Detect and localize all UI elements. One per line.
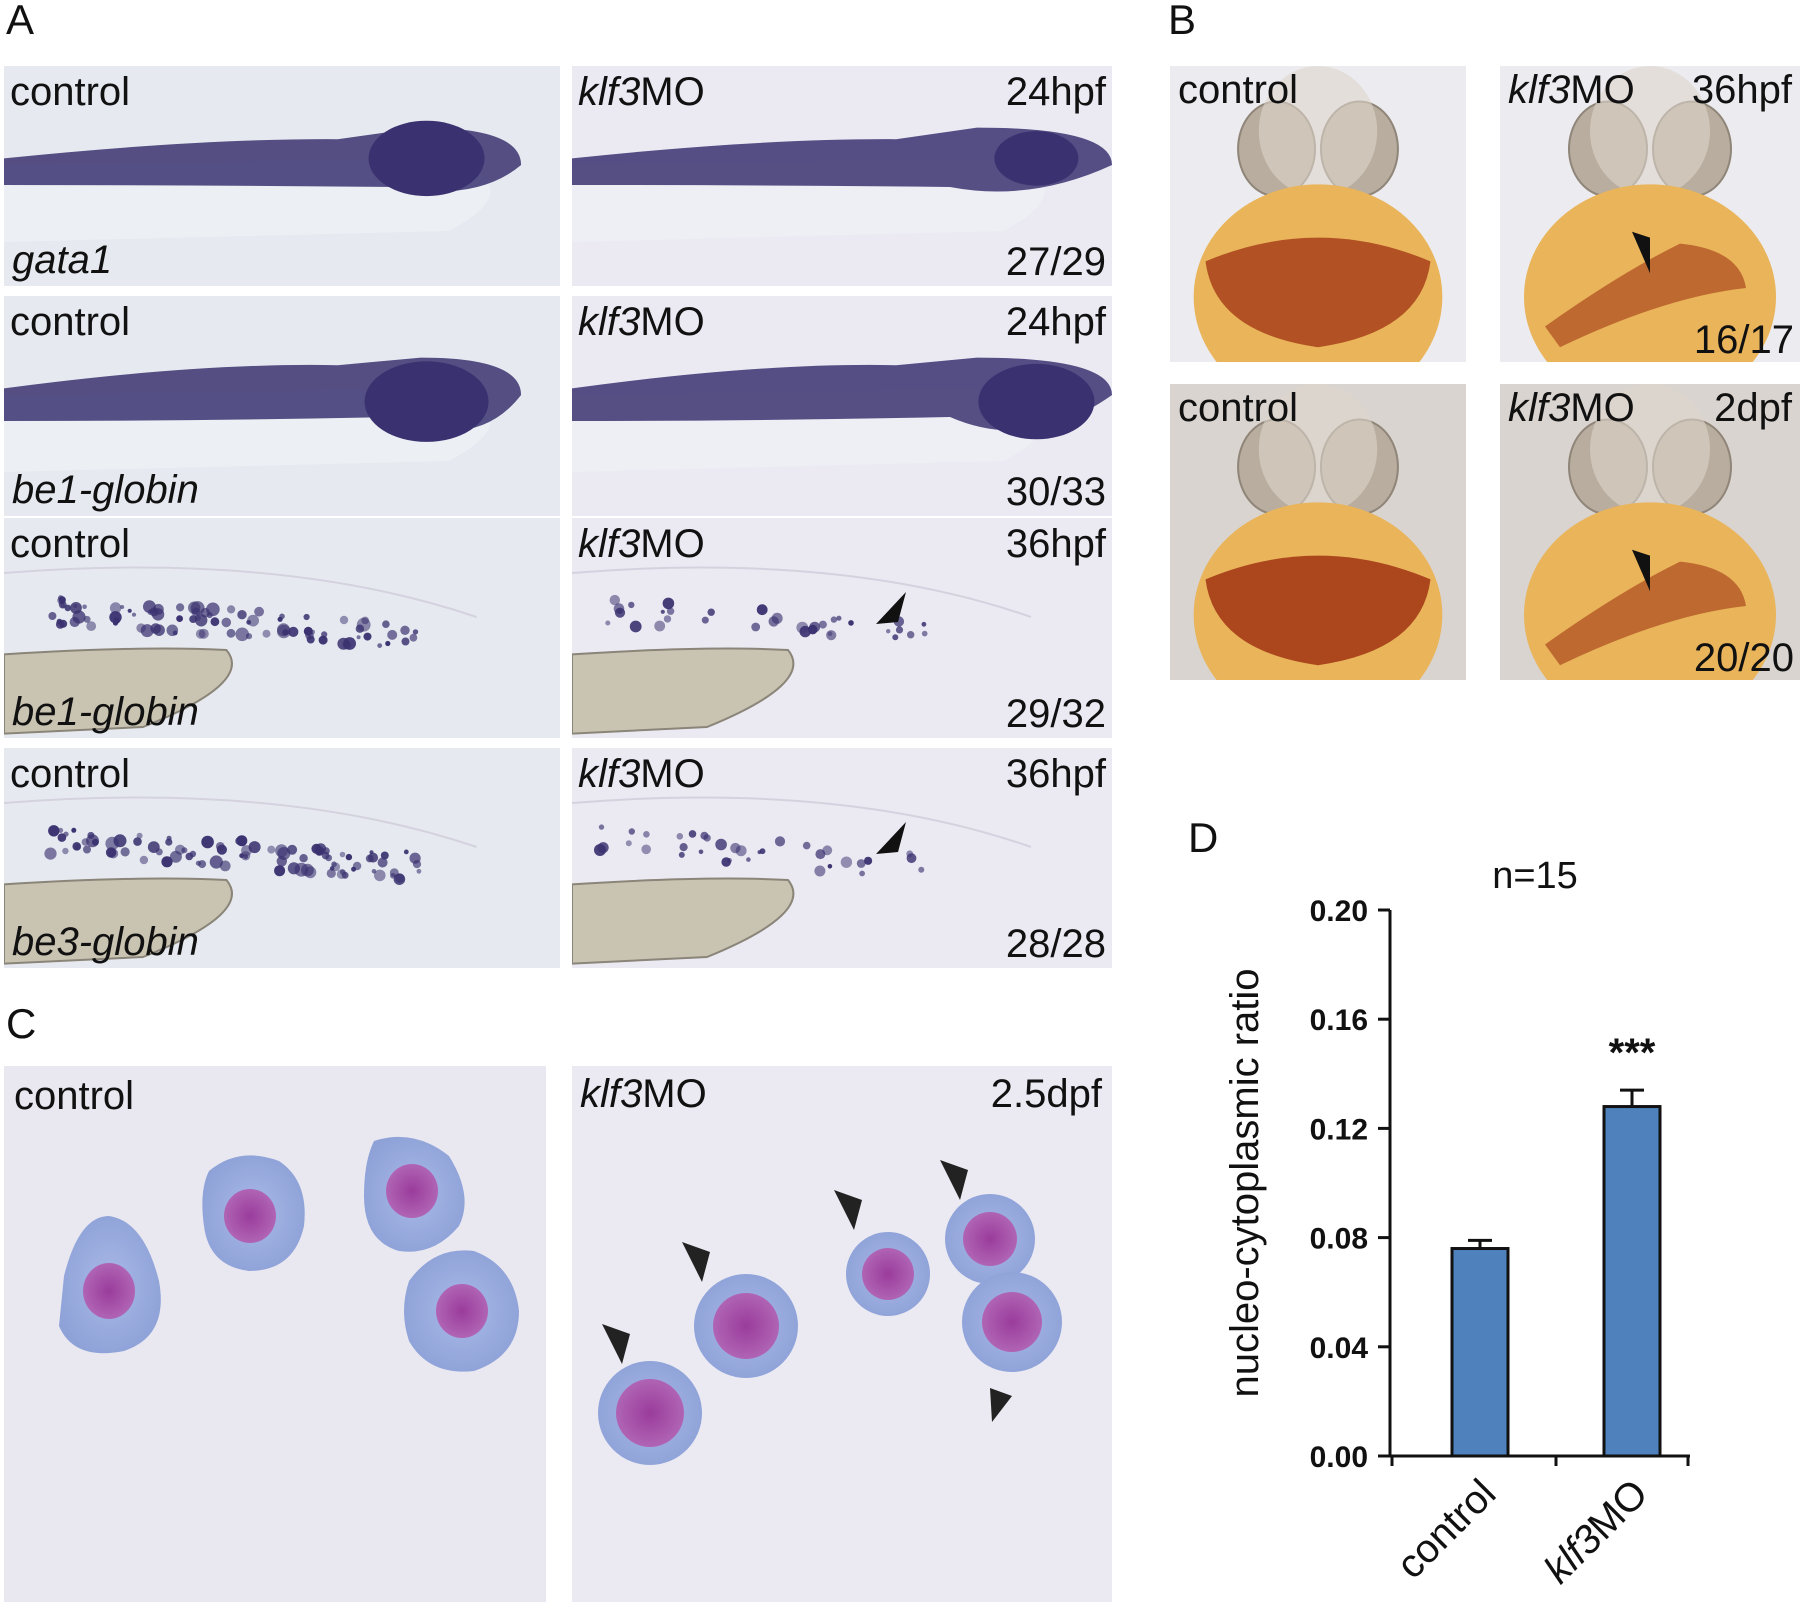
panel-a-row4-right-label: klf3MO [578, 754, 705, 794]
y-tick-label: 0.00 [1310, 1441, 1368, 1474]
panel-a-row4-left-label: control [10, 752, 131, 796]
panel-a-row2-gene-label: be1-globin [12, 468, 199, 512]
morpholino-suffix: MO [640, 752, 705, 796]
panel-label-c: C [6, 1000, 37, 1047]
panel-b-row1-stage: 36hpf [1691, 68, 1792, 112]
panel-b-row1-right-image: 36hpf 16/17 klf3MO [1500, 66, 1800, 362]
panel-b-row2-left-label: control [1178, 386, 1299, 430]
panel-c-gene-italic: klf3 [580, 1072, 643, 1116]
y-tick-label: 0.16 [1310, 1004, 1368, 1037]
klf3mo-cells-image [598, 1160, 1062, 1465]
panel-a-row1-right-image: klf3MO 24hpf 27/29 [572, 66, 1112, 286]
panel-a-row2-right-label: klf3MO [578, 302, 705, 342]
category-text: control [1388, 1471, 1504, 1587]
y-tick-label: 0.08 [1310, 1223, 1368, 1256]
panel-c-right-label: klf3MO [580, 1074, 707, 1114]
panel-a-row1-count: 27/29 [1005, 240, 1106, 284]
gene-name-italic: klf3 [578, 300, 641, 344]
panel-d-chart: n=15 nucleo-cytoplasmic ratio 0.00 0.04 0.08… [1180, 840, 1800, 1602]
x-tick-label-control: control [1388, 1471, 1504, 1587]
arrowhead-icon [876, 822, 906, 854]
panel-b-row2-count: 20/20 [1693, 636, 1794, 680]
panel-b-row1-left-image: control [1170, 66, 1466, 362]
gene-name-italic: klf3 [1508, 386, 1571, 430]
morpholino-suffix: MO [1570, 386, 1635, 430]
panel-a-row3-right-image: klf3MO 36hpf 29/32 [572, 518, 1112, 738]
panel-b-row2-right-image: 2dpf 20/20 klf3MO [1500, 384, 1800, 680]
panel-a-row4-count: 28/28 [1005, 922, 1106, 966]
y-tick-label: 0.20 [1310, 895, 1368, 928]
panel-c-gene-rest: MO [642, 1072, 707, 1116]
x-tick-label-klf3MO: klf3MO [1536, 1471, 1657, 1592]
panel-c-klf3mo-image: klf3MO 2.5dpf [572, 1066, 1112, 1602]
panel-b-row1-count: 16/17 [1693, 318, 1794, 362]
panel-a-row1-left-label: control [10, 70, 131, 114]
bar-klf3MO [1602, 1105, 1662, 1458]
arrowhead-icon [940, 1160, 968, 1200]
gene-name-italic: klf3 [578, 70, 641, 114]
panel-c-stage: 2.5dpf [990, 1072, 1102, 1116]
panel-a-row2-count: 30/33 [1005, 470, 1106, 514]
gene-name-italic: klf3 [1508, 68, 1571, 112]
arrowhead-icon [834, 1190, 862, 1230]
arrowhead-icon [1632, 549, 1650, 592]
panel-a-row3-left-label: control [10, 522, 131, 566]
panel-label-b: B [1168, 0, 1197, 43]
panel-b-row2-right-label: klf3MO [1508, 388, 1635, 428]
significance-annotation: *** [1609, 1031, 1656, 1075]
bar-control [1450, 1247, 1510, 1458]
panel-a-row3-stage: 36hpf [1005, 522, 1106, 566]
chart-title: n=15 [1492, 855, 1578, 897]
panel-a-row4-right-image: klf3MO 36hpf 28/28 [572, 748, 1112, 968]
panel-a-row4-stage: 36hpf [1005, 752, 1106, 796]
panel-a-row2-stage: 24hpf [1005, 300, 1106, 344]
panel-b-row2-left-image: control [1170, 384, 1466, 680]
y-tick-label: 0.04 [1310, 1332, 1369, 1365]
panel-b-row2-stage: 2dpf [1714, 386, 1792, 430]
morpholino-suffix: MO [1570, 68, 1635, 112]
panel-a-row2-left-label: control [10, 300, 131, 344]
panel-c-left-label: control [14, 1074, 135, 1118]
panel-a-row1-right-label: klf3MO [578, 72, 705, 112]
gene-name-italic: klf3 [578, 522, 641, 566]
arrowhead-icon [682, 1242, 710, 1282]
panel-a-row3-right-label: klf3MO [578, 524, 705, 564]
arrowhead-icon [1632, 231, 1650, 274]
morpholino-suffix: MO [640, 522, 705, 566]
panel-a-row1-stage: 24hpf [1005, 70, 1106, 114]
morpholino-suffix: MO [640, 300, 705, 344]
panel-a-row3-count: 29/32 [1005, 692, 1106, 736]
panel-a-row3-left-image: control be1-globin [4, 518, 560, 738]
morpholino-suffix: MO [640, 70, 705, 114]
y-axis-label: nucleo-cytoplasmic ratio [1223, 968, 1267, 1397]
control-cells-image [59, 1136, 519, 1372]
bar-chart: n=15 nucleo-cytoplasmic ratio 0.00 0.04 0.08… [1223, 855, 1690, 1592]
panel-b-row1-left-label: control [1178, 68, 1299, 112]
panel-a-row1-left-image: control gata1 [4, 66, 560, 286]
panel-a-row1-gene-label: gata1 [12, 238, 113, 282]
gene-name-italic: klf3 [578, 752, 641, 796]
panel-c-control-image: control [4, 1066, 546, 1602]
arrowhead-icon [602, 1324, 630, 1364]
panel-a-row2-left-image: control be1-globin [4, 296, 560, 516]
y-tick-label: 0.12 [1310, 1113, 1368, 1146]
panel-a-row4-gene-label: be3-globin [12, 920, 199, 964]
panel-a-row3-gene-label: be1-globin [12, 690, 199, 734]
panel-label-d: D [1188, 814, 1219, 861]
arrowhead-icon [990, 1388, 1012, 1422]
panel-b-row1-right-label: klf3MO [1508, 70, 1635, 110]
arrowhead-icon [876, 592, 906, 624]
panel-a-row4-left-image: control be3-globin [4, 748, 560, 968]
panel-a-row2-right-image: klf3MO 24hpf 30/33 [572, 296, 1112, 516]
panel-label-a: A [6, 0, 35, 43]
